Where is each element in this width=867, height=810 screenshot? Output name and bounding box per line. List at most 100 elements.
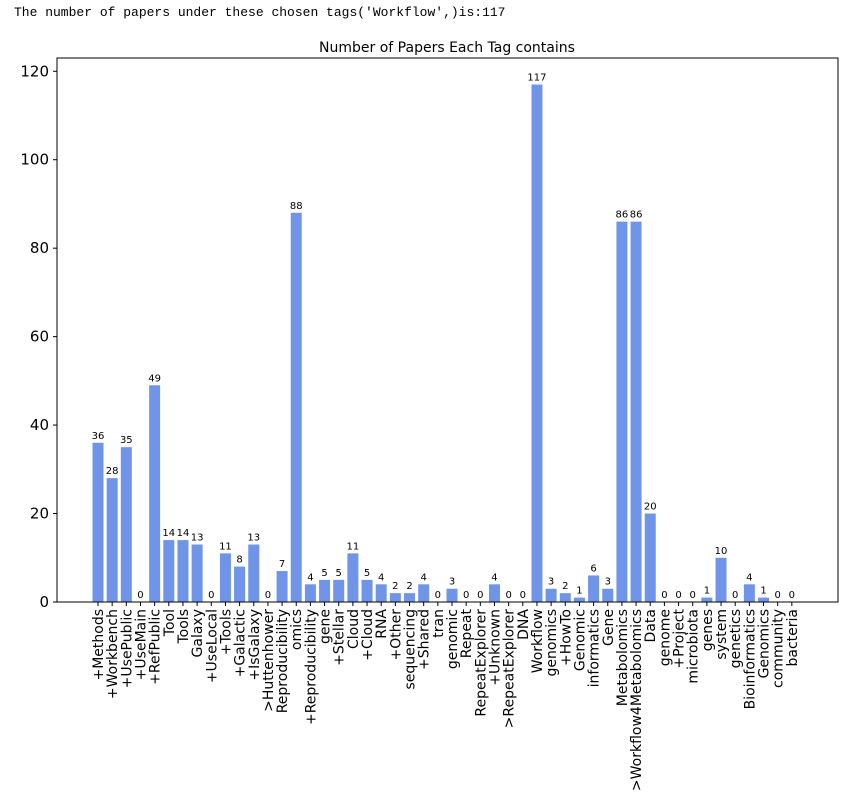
y-tick-label: 120 bbox=[20, 62, 49, 80]
bar-value-label: 0 bbox=[732, 590, 738, 601]
bar bbox=[389, 593, 401, 602]
bar bbox=[545, 588, 557, 602]
bar bbox=[163, 540, 175, 602]
x-tick-label: community bbox=[771, 609, 787, 688]
bar bbox=[319, 579, 331, 602]
x-tick-label: +IsGalaxy bbox=[247, 609, 263, 681]
bar-value-label: 0 bbox=[520, 590, 526, 601]
bar-value-label: 10 bbox=[715, 546, 728, 557]
x-tick-label: +RefPublic bbox=[148, 609, 164, 685]
x-tick-label: Tool bbox=[162, 609, 178, 637]
bar-value-label: 8 bbox=[236, 555, 242, 566]
bar bbox=[219, 553, 231, 602]
x-tick-label: +UseLocal bbox=[204, 609, 220, 683]
bar bbox=[488, 584, 500, 602]
x-tick-label: +HowTo bbox=[558, 609, 574, 666]
bar-value-label: 49 bbox=[148, 373, 161, 384]
x-tick-label: genomic bbox=[445, 609, 461, 669]
bar-value-label: 0 bbox=[137, 590, 143, 601]
bar bbox=[248, 544, 260, 602]
x-tick-label: >Huttenhower bbox=[261, 609, 277, 712]
bar-value-label: 88 bbox=[290, 201, 303, 212]
x-tick-label: Galaxy bbox=[190, 609, 206, 657]
bar-value-label: 0 bbox=[477, 590, 483, 601]
bar-value-label: 5 bbox=[336, 568, 342, 579]
x-tick-label: +UsePublic bbox=[119, 609, 135, 688]
bar-value-label: 4 bbox=[491, 572, 497, 583]
x-tick-label: +Shared bbox=[417, 609, 433, 670]
bar-value-label: 3 bbox=[449, 577, 455, 588]
bar bbox=[361, 579, 373, 602]
x-tick-label: DNA bbox=[516, 609, 532, 640]
y-tick-label: 40 bbox=[30, 416, 49, 434]
bar-value-label: 86 bbox=[616, 210, 629, 221]
bar-value-label: 6 bbox=[590, 563, 596, 574]
bar-value-label: 4 bbox=[378, 572, 384, 583]
bar-value-label: 0 bbox=[208, 590, 214, 601]
x-tick-label: +Galactic bbox=[233, 609, 249, 677]
x-tick-label: Metabolomics bbox=[615, 609, 631, 706]
bar bbox=[559, 593, 571, 602]
bar-value-label: 2 bbox=[392, 581, 398, 592]
bar-value-label: 3 bbox=[605, 577, 611, 588]
x-tick-label: Workflow bbox=[530, 609, 546, 673]
x-tick-label: bacteria bbox=[785, 609, 801, 667]
bar bbox=[418, 584, 430, 602]
bar-value-label: 35 bbox=[120, 435, 133, 446]
x-tick-label: Gene bbox=[601, 609, 617, 646]
x-tick-label: +Tools bbox=[218, 609, 234, 655]
x-tick-label: +Workbench bbox=[105, 609, 121, 699]
bar-value-label: 14 bbox=[162, 528, 175, 539]
x-tick-label: >RepeatExplorer bbox=[502, 609, 518, 729]
y-tick-label: 20 bbox=[30, 505, 49, 523]
bar-value-label: 0 bbox=[690, 590, 696, 601]
x-tick-label: Genomic bbox=[572, 609, 588, 671]
bar bbox=[375, 584, 387, 602]
x-tick-label: microbiota bbox=[686, 609, 702, 684]
x-tick-label: Repeat bbox=[459, 608, 475, 658]
bar bbox=[106, 478, 118, 602]
x-tick-label: +Stellar bbox=[332, 609, 348, 666]
bar bbox=[304, 584, 316, 602]
x-tick-label: Data bbox=[643, 609, 659, 642]
x-tick-label: Cloud bbox=[346, 609, 362, 649]
bar-value-label: 14 bbox=[177, 528, 190, 539]
x-tick-label: Reproducibility bbox=[275, 609, 291, 713]
bar-value-label: 5 bbox=[364, 568, 370, 579]
x-tick-label: genome bbox=[657, 609, 673, 666]
bar bbox=[602, 588, 614, 602]
x-tick-label: +Cloud bbox=[360, 609, 376, 661]
plot-frame bbox=[56, 57, 839, 603]
bar bbox=[743, 584, 755, 602]
bars-group bbox=[92, 84, 770, 603]
x-tick-label: genetics bbox=[728, 609, 744, 668]
bar-value-label: 11 bbox=[219, 541, 232, 552]
x-tick-label: Tools bbox=[176, 609, 192, 645]
bar-value-label: 117 bbox=[527, 73, 546, 84]
bar bbox=[531, 84, 543, 603]
bar bbox=[333, 579, 345, 602]
y-tick-label: 100 bbox=[20, 151, 49, 169]
bar-value-label: 0 bbox=[505, 590, 511, 601]
x-tick-label: >Workflow4Metabolomics bbox=[629, 609, 645, 791]
bar-value-label: 86 bbox=[630, 210, 643, 221]
bar-value-label: 0 bbox=[463, 590, 469, 601]
x-tick-label: +Reproducibility bbox=[303, 609, 319, 725]
bar-value-label: 28 bbox=[106, 466, 119, 477]
bar bbox=[588, 575, 600, 602]
bar-value-label: 0 bbox=[789, 590, 795, 601]
bar-value-label: 5 bbox=[321, 568, 327, 579]
bar bbox=[191, 544, 203, 602]
bar bbox=[404, 593, 416, 602]
bar bbox=[290, 212, 302, 603]
bar-value-label: 0 bbox=[435, 590, 441, 601]
x-tick-label: omics bbox=[289, 609, 305, 650]
bar-value-label: 1 bbox=[760, 586, 766, 597]
bar-value-label: 0 bbox=[675, 590, 681, 601]
bar-value-label: 4 bbox=[307, 572, 313, 583]
x-tick-label: RepeatExplorer bbox=[473, 609, 489, 717]
bar bbox=[177, 540, 189, 602]
bar bbox=[347, 553, 359, 602]
bar bbox=[630, 221, 642, 602]
